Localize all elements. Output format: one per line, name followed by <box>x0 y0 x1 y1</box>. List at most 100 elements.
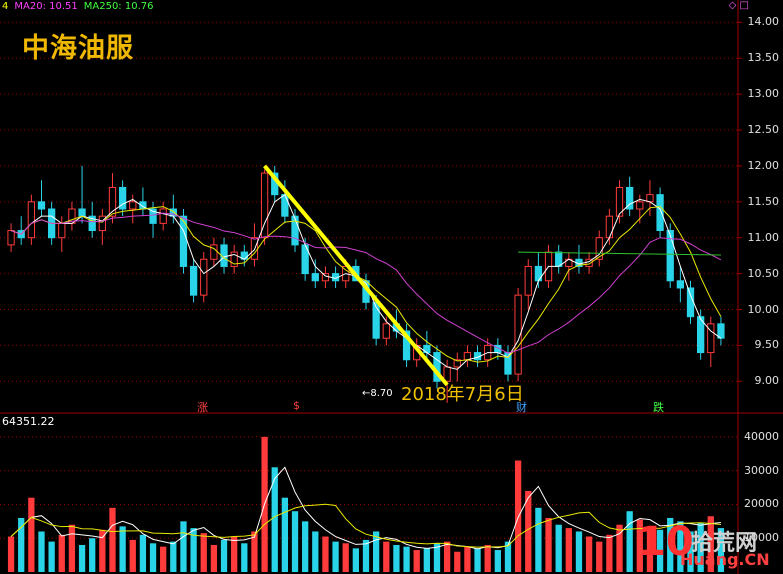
candle-body <box>402 330 411 361</box>
ma250-line <box>518 251 721 256</box>
candle-body <box>58 222 66 239</box>
candle-body <box>260 172 269 239</box>
candle-body <box>615 186 624 217</box>
volume-bar <box>180 521 187 572</box>
volume-tick-label: 30000 <box>744 463 779 477</box>
volume-bar <box>413 550 420 572</box>
volume-bar <box>484 544 491 572</box>
price-tick-label: 9.00 <box>754 374 780 388</box>
volume-bar <box>656 529 664 572</box>
candle-body <box>534 265 543 282</box>
volume-bar <box>190 528 197 572</box>
volume-bar <box>514 460 522 572</box>
ma10-line <box>10 206 722 363</box>
volume-bar <box>109 507 116 572</box>
volume-bar <box>78 544 86 572</box>
candle-body <box>524 265 532 296</box>
volume-bar <box>585 536 593 572</box>
volume-tick-label: 40000 <box>744 429 779 443</box>
annotation-date: 2018年7月6日 <box>401 384 524 405</box>
volume-bar <box>28 497 35 572</box>
candle-body <box>626 186 634 210</box>
volume-bar <box>707 516 714 572</box>
volume-bar <box>322 536 329 572</box>
volume-bar <box>565 528 572 572</box>
marker-fall[interactable]: 跌 <box>653 401 664 414</box>
candle-body <box>321 273 330 282</box>
volume-bar <box>139 534 147 572</box>
volume-bar <box>372 531 380 572</box>
volume-bar <box>494 550 501 572</box>
candle-body <box>291 215 299 246</box>
volume-bar <box>119 526 126 572</box>
watermark-url: Huang.CN <box>680 550 770 569</box>
watermark-number: 10 <box>638 519 694 565</box>
price-tick-label: 12.50 <box>747 123 780 137</box>
volume-bar <box>58 534 65 572</box>
candle-body <box>179 215 188 267</box>
marker-dividend[interactable]: $ <box>293 399 300 412</box>
volume-bar <box>362 539 370 572</box>
candle-body <box>189 265 198 296</box>
volume-bar <box>555 524 562 572</box>
candle-body <box>656 194 664 232</box>
candle-body <box>463 352 472 361</box>
candle-body <box>27 201 35 239</box>
candle-body <box>37 201 46 210</box>
volume-bar <box>525 490 532 572</box>
volume-bar <box>606 534 613 572</box>
ma-prefix: 4 <box>2 1 9 12</box>
candle-body <box>666 230 674 282</box>
volume-bar <box>220 539 228 572</box>
candle-body <box>281 194 289 217</box>
candle-body <box>149 208 157 224</box>
candle-body <box>605 215 614 239</box>
volume-bar <box>48 541 55 572</box>
volume-bar <box>616 524 623 572</box>
volume-bar <box>626 511 633 572</box>
marker-finance[interactable]: 财 <box>516 401 527 414</box>
price-tick-label: 14.00 <box>747 15 780 29</box>
volume-bar <box>170 541 177 572</box>
volume-bar <box>332 541 339 572</box>
watermark-logo: 10 拾荒网 Huang.CN <box>636 519 781 571</box>
volume-bar <box>251 531 258 572</box>
ma-legend: 4 MA20: 10.51 MA250: 10.76 <box>2 1 159 12</box>
candle-body <box>453 359 461 368</box>
price-tick-label: 10.00 <box>747 302 780 316</box>
candle-body <box>686 287 695 318</box>
stock-name: 中海油服 <box>22 33 134 64</box>
candle-body <box>200 258 208 296</box>
ma20-label: MA20: 10.51 <box>14 1 78 12</box>
candle-body <box>697 316 705 354</box>
top-icons[interactable]: ◇ □ <box>728 0 749 11</box>
volume-bar <box>99 529 106 572</box>
volume-bar <box>403 546 410 572</box>
volume-bar <box>677 521 684 572</box>
candle-body <box>230 251 238 267</box>
volume-bar <box>687 531 694 572</box>
volume-bar <box>89 538 96 572</box>
volume-bar <box>535 507 542 572</box>
watermark-text: 拾荒网 <box>691 531 758 556</box>
volume-bar <box>545 517 552 572</box>
volume-bar <box>291 511 299 572</box>
price-tick-label: 10.50 <box>747 266 780 280</box>
price-tick-label: 13.50 <box>747 51 780 65</box>
ma5-line <box>10 193 722 370</box>
volume-bar <box>231 536 238 572</box>
ma250-label: MA250: 10.76 <box>83 1 154 12</box>
volume-bar <box>312 531 319 572</box>
price-tick-label: 11.00 <box>747 230 780 244</box>
volume-tick-label: 10000 <box>744 531 779 545</box>
volume-bar <box>717 528 725 572</box>
candle-body <box>311 273 319 282</box>
volume-ma10-line <box>10 503 721 548</box>
volume-bar <box>504 541 512 572</box>
volume-bar <box>271 467 278 572</box>
price-tick-label: 9.50 <box>754 338 780 352</box>
marker-rise[interactable]: 涨 <box>197 401 208 414</box>
candle-body <box>646 194 654 203</box>
